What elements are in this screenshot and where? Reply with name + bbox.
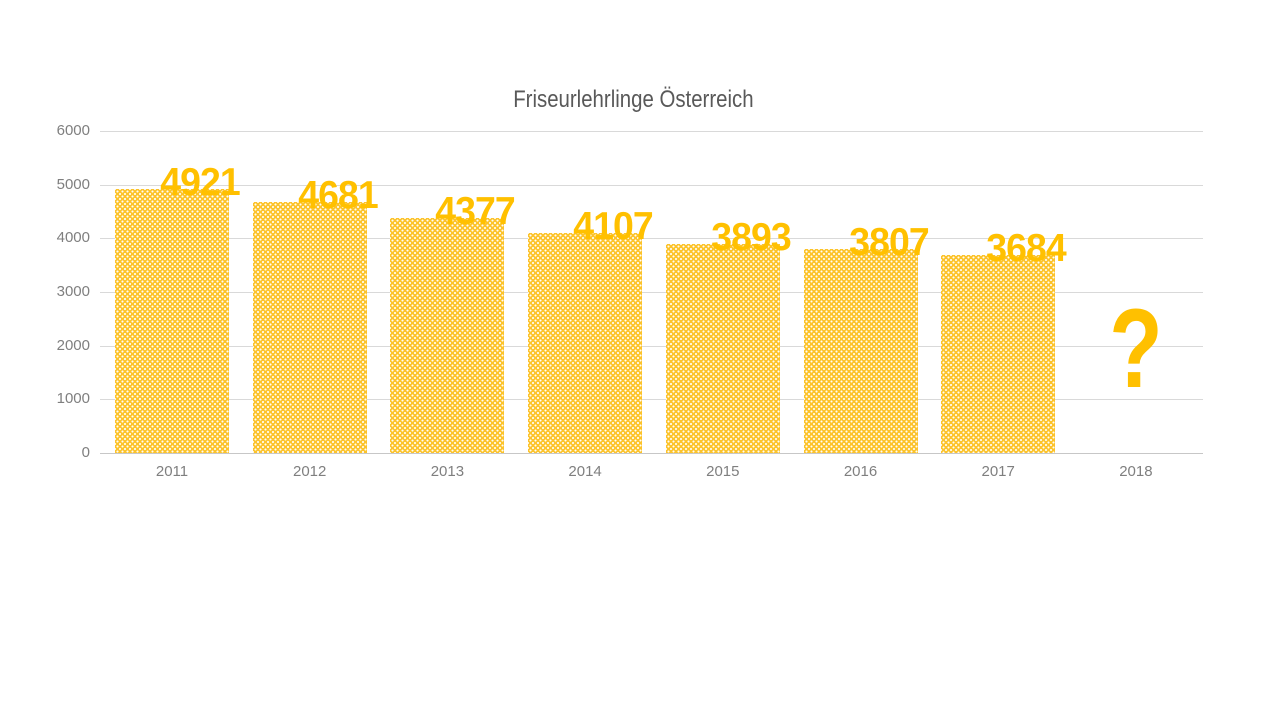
x-tick-label-2018: 2018: [1119, 463, 1153, 480]
bar-2017: [941, 255, 1056, 453]
gridline-6000: [100, 131, 1203, 132]
x-tick-label-2015: 2015: [706, 463, 740, 480]
y-tick-label-0: 0: [81, 444, 90, 461]
gridline-1000: [100, 399, 1203, 400]
bar-value-label-2013: 4377: [435, 190, 516, 234]
bar-2011: [115, 188, 229, 453]
x-tick-label-2012: 2012: [293, 463, 327, 480]
bar-2014: [528, 232, 643, 453]
x-tick-label-2014: 2014: [568, 463, 602, 480]
gridline-4000: [100, 238, 1203, 239]
y-tick-label-2000: 2000: [56, 337, 90, 354]
y-tick-label-4000: 4000: [56, 229, 90, 246]
y-tick-label-6000: 6000: [56, 122, 90, 139]
bar-value-label-2016: 3807: [848, 220, 929, 264]
y-tick-label-3000: 3000: [56, 283, 90, 300]
gridline-2000: [100, 346, 1203, 347]
bar-2015: [665, 244, 780, 453]
bar-value-label-2011: 4921: [160, 160, 240, 204]
y-tick-label-1000: 1000: [56, 390, 90, 407]
bar-value-label-2012: 4681: [297, 173, 378, 217]
bar-2013: [390, 218, 505, 453]
chart-title: Friseurlehrlinge Österreich: [0, 86, 1266, 115]
bar-value-label-2015: 3893: [711, 216, 791, 260]
gridline-3000: [100, 292, 1203, 293]
bar-value-label-2014: 4107: [573, 204, 653, 248]
x-tick-label-2017: 2017: [981, 463, 1015, 480]
y-tick-label-5000: 5000: [56, 176, 90, 193]
x-tick-label-2011: 2011: [155, 463, 189, 480]
bar-2012: [252, 201, 367, 453]
x-axis-line: [100, 453, 1203, 454]
chart-title-text: Friseurlehrlinge Österreich: [512, 86, 754, 113]
missing-value-question-mark: ?: [1109, 286, 1163, 411]
bar-2016: [803, 248, 918, 453]
bar-value-label-2017: 3684: [986, 227, 1066, 271]
gridline-5000: [100, 185, 1203, 186]
x-tick-label-2016: 2016: [843, 463, 878, 480]
x-tick-label-2013: 2013: [430, 463, 465, 480]
